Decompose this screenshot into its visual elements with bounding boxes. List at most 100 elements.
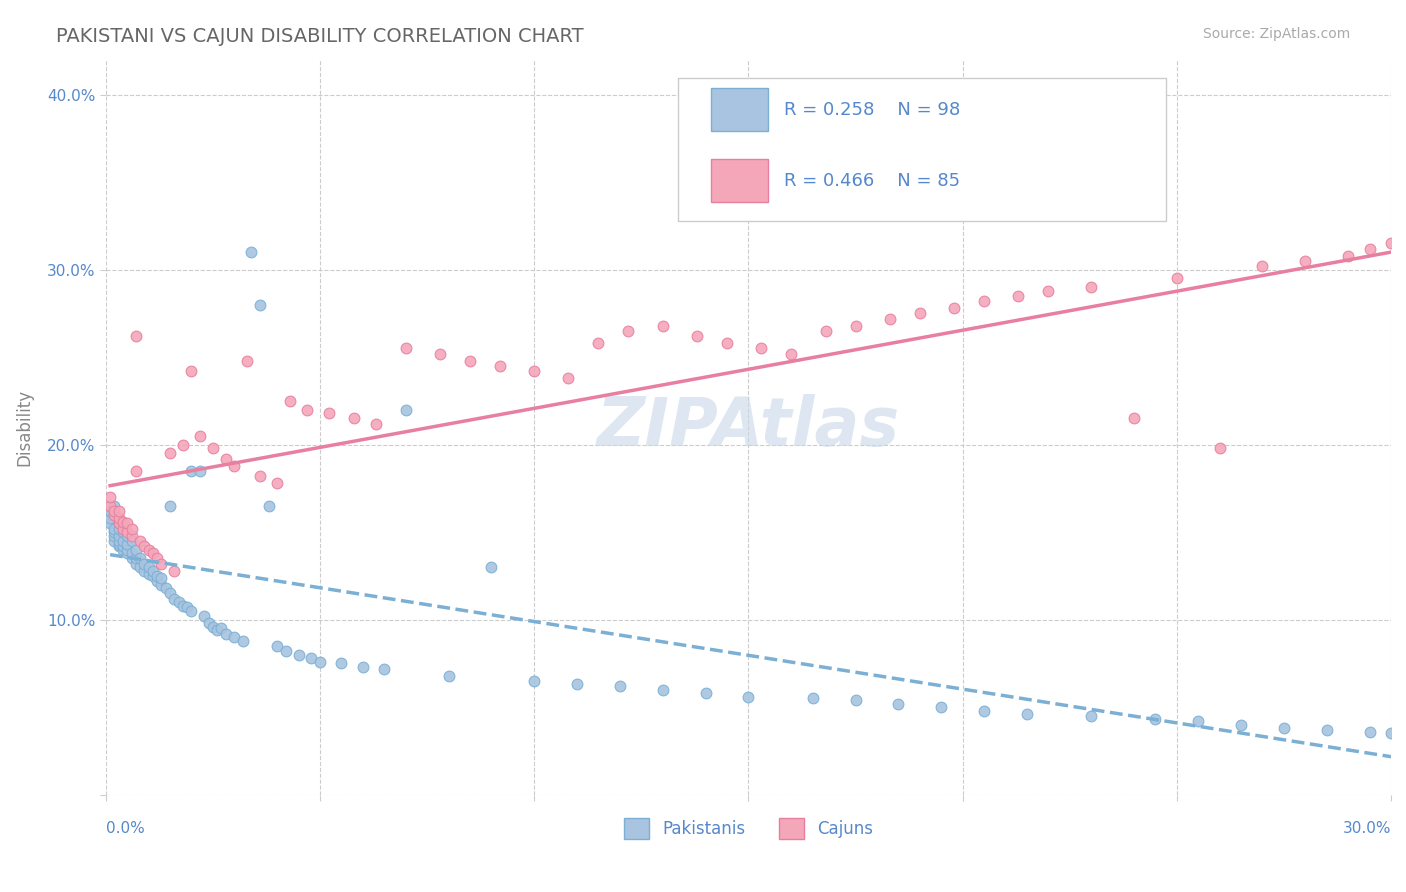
- Point: [479, 560, 502, 574]
- Point: [121, 533, 143, 548]
- Point: [301, 651, 323, 665]
- Point: [103, 499, 125, 513]
- Point: [437, 668, 460, 682]
- Text: 30.0%: 30.0%: [1343, 822, 1391, 837]
- Point: [609, 679, 631, 693]
- Point: [295, 402, 318, 417]
- Point: [134, 564, 156, 578]
- Point: [115, 529, 138, 543]
- Point: [801, 691, 824, 706]
- Point: [215, 451, 238, 466]
- Point: [737, 690, 759, 704]
- FancyBboxPatch shape: [711, 87, 768, 131]
- Point: [318, 406, 340, 420]
- Point: [224, 630, 246, 644]
- FancyBboxPatch shape: [678, 78, 1166, 221]
- Point: [1294, 253, 1316, 268]
- Point: [1358, 724, 1381, 739]
- Point: [266, 476, 288, 491]
- Point: [716, 336, 738, 351]
- Point: [98, 508, 121, 522]
- Point: [125, 329, 148, 343]
- Point: [205, 623, 228, 637]
- Point: [188, 429, 211, 443]
- Point: [125, 551, 148, 566]
- Point: [211, 622, 233, 636]
- Point: [686, 329, 709, 343]
- Text: ZIPAtlas: ZIPAtlas: [596, 394, 900, 460]
- Point: [129, 560, 152, 574]
- Point: [107, 539, 129, 553]
- Point: [565, 677, 588, 691]
- Point: [150, 557, 173, 571]
- Point: [908, 306, 931, 320]
- Point: [107, 516, 129, 531]
- Point: [98, 504, 121, 518]
- Point: [224, 458, 246, 473]
- Point: [1337, 249, 1360, 263]
- Point: [1272, 721, 1295, 735]
- Point: [1208, 441, 1230, 455]
- Point: [188, 464, 211, 478]
- Point: [1251, 259, 1274, 273]
- Point: [1379, 236, 1402, 251]
- Point: [330, 657, 353, 671]
- Point: [163, 591, 186, 606]
- Point: [111, 515, 134, 529]
- Point: [201, 441, 224, 455]
- Point: [1080, 709, 1102, 723]
- Point: [557, 371, 579, 385]
- Point: [180, 604, 202, 618]
- Point: [287, 648, 309, 662]
- Point: [523, 364, 546, 378]
- Point: [1144, 713, 1167, 727]
- Point: [236, 353, 259, 368]
- Point: [115, 542, 138, 557]
- Point: [98, 490, 121, 504]
- Point: [103, 533, 125, 548]
- Point: [617, 324, 640, 338]
- Point: [1007, 289, 1029, 303]
- Point: [121, 546, 143, 560]
- Point: [125, 542, 148, 557]
- Point: [142, 564, 165, 578]
- Point: [249, 469, 271, 483]
- Point: [142, 546, 165, 560]
- Text: Source: ZipAtlas.com: Source: ZipAtlas.com: [1202, 27, 1350, 41]
- Text: 0.0%: 0.0%: [105, 822, 145, 837]
- Point: [240, 245, 263, 260]
- Point: [973, 294, 995, 309]
- Point: [125, 464, 148, 478]
- Point: [115, 546, 138, 560]
- Point: [107, 522, 129, 536]
- Point: [138, 542, 160, 557]
- Point: [749, 342, 772, 356]
- Point: [111, 542, 134, 557]
- Point: [1316, 723, 1339, 737]
- Point: [172, 599, 194, 613]
- Point: [107, 537, 129, 551]
- Point: [111, 525, 134, 540]
- Point: [373, 662, 395, 676]
- Point: [197, 616, 219, 631]
- Point: [103, 522, 125, 536]
- Point: [201, 620, 224, 634]
- Point: [695, 686, 717, 700]
- Point: [278, 393, 301, 408]
- Point: [146, 569, 169, 583]
- Point: [111, 539, 134, 553]
- Point: [489, 359, 512, 373]
- Point: [159, 499, 181, 513]
- Point: [107, 529, 129, 543]
- Point: [309, 655, 332, 669]
- Point: [1080, 280, 1102, 294]
- Point: [215, 626, 238, 640]
- Point: [129, 551, 152, 566]
- Point: [1123, 411, 1146, 425]
- Point: [134, 539, 156, 553]
- Point: [780, 346, 803, 360]
- Point: [943, 301, 966, 315]
- Point: [111, 533, 134, 548]
- Point: [107, 516, 129, 531]
- Text: R = 0.258    N = 98: R = 0.258 N = 98: [785, 101, 960, 119]
